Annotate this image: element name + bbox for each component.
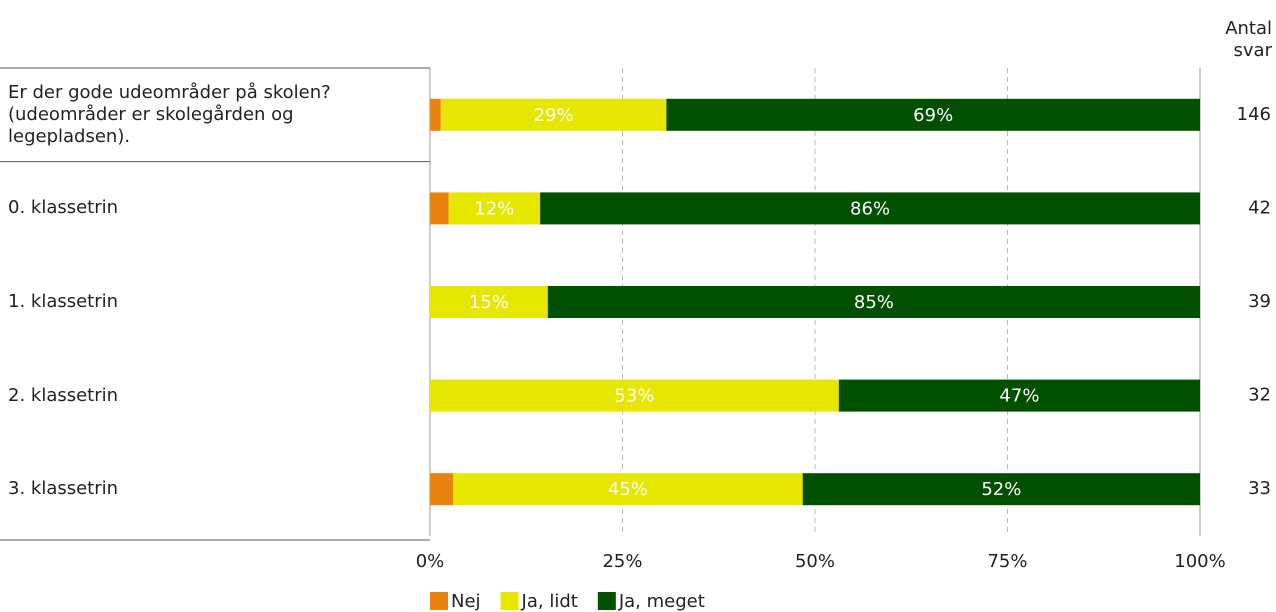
x-tick-label: 50% [795, 551, 835, 572]
legend-swatch [597, 592, 616, 610]
value-label: 85% [854, 292, 894, 313]
bar-segment [453, 473, 803, 506]
category-label: 0. klassetrin [8, 197, 119, 219]
value-label: 29% [534, 105, 574, 126]
bar-segment [430, 379, 839, 412]
value-label: 69% [913, 105, 953, 126]
bar-segment [430, 98, 441, 131]
category-label: 2. klassetrin [8, 384, 119, 406]
bar-segment [802, 473, 1200, 506]
bar-segment [430, 473, 454, 506]
legend-swatch [500, 592, 519, 610]
category-label: Er der gode udeområder på skolen? (udeom… [8, 81, 331, 147]
x-tick-label: 0% [416, 551, 445, 572]
value-label: 15% [469, 292, 509, 313]
value-label: 53% [614, 386, 654, 407]
legend-label: Ja, lidt [521, 591, 578, 612]
value-label: 86% [850, 198, 890, 219]
count-header: Antal svar [1225, 18, 1272, 61]
bar-segment [430, 286, 548, 318]
category-label: 3. klassetrin [8, 478, 119, 500]
value-label: 47% [999, 386, 1039, 407]
count-label: 32 [1248, 385, 1271, 406]
value-label: 52% [981, 479, 1021, 500]
count-label: 39 [1248, 291, 1271, 312]
bar-segment [838, 379, 1200, 412]
legend-label: Ja, meget [618, 591, 705, 612]
bar-segment [666, 98, 1200, 131]
count-label: 33 [1248, 478, 1271, 499]
count-label: 42 [1248, 197, 1271, 218]
bar-segment [547, 286, 1200, 318]
bar-segment [448, 192, 541, 225]
count-label: 146 [1237, 104, 1271, 125]
value-label: 45% [608, 479, 648, 500]
x-tick-label: 25% [602, 551, 642, 572]
bar-segment [440, 98, 667, 131]
bar-segment [540, 192, 1200, 225]
legend-swatch [430, 592, 448, 610]
bar-segment [430, 192, 449, 225]
legend-label: Nej [451, 591, 481, 612]
value-label: 12% [474, 198, 514, 219]
x-tick-label: 100% [1174, 551, 1225, 572]
x-tick-label: 75% [987, 551, 1027, 572]
category-label: 1. klassetrin [8, 291, 119, 312]
